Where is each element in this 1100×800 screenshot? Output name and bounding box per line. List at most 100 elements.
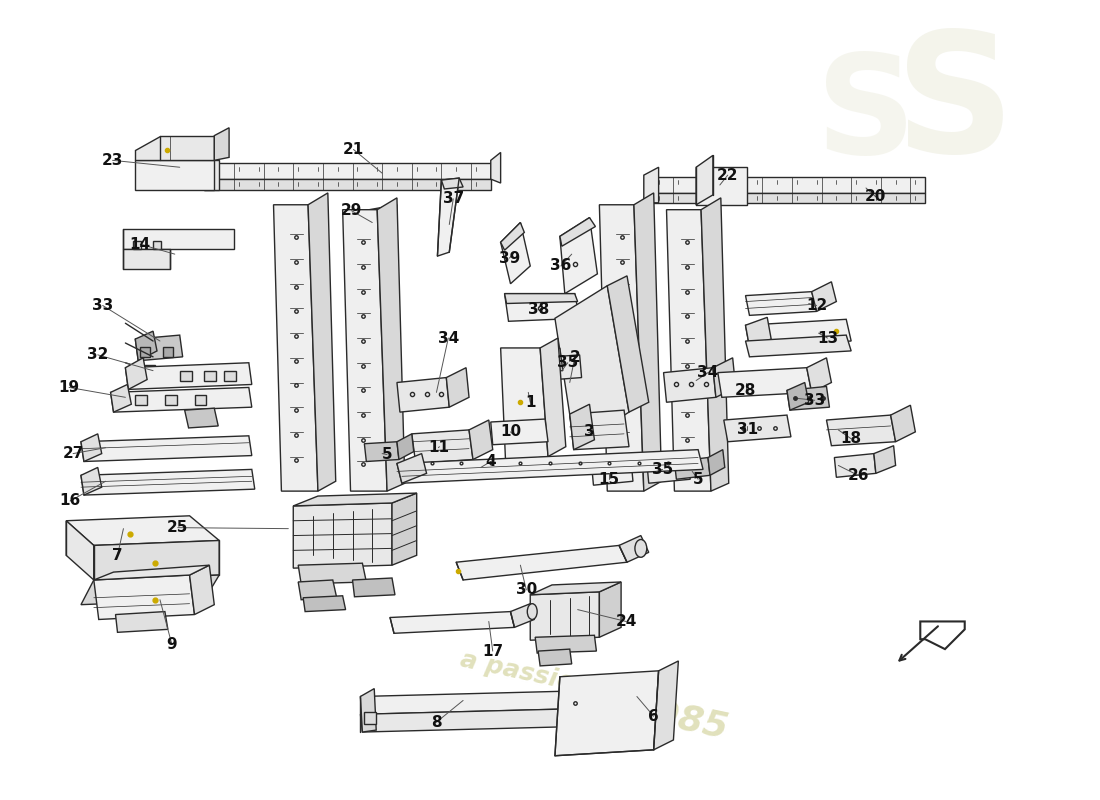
Polygon shape — [205, 179, 491, 190]
Text: 34: 34 — [438, 330, 459, 346]
Polygon shape — [185, 408, 218, 428]
Polygon shape — [469, 420, 493, 459]
Text: 11: 11 — [428, 440, 449, 455]
Polygon shape — [505, 294, 578, 303]
Polygon shape — [361, 689, 376, 732]
Polygon shape — [411, 430, 473, 463]
Polygon shape — [438, 178, 459, 256]
Polygon shape — [696, 155, 713, 205]
Polygon shape — [634, 193, 661, 491]
Text: 25: 25 — [167, 520, 188, 535]
Bar — [135, 395, 147, 406]
Polygon shape — [361, 708, 592, 732]
Polygon shape — [364, 442, 399, 462]
Text: 20: 20 — [866, 190, 887, 204]
Text: 6: 6 — [648, 709, 659, 724]
Bar — [364, 712, 376, 724]
Polygon shape — [560, 218, 595, 246]
Text: 33: 33 — [92, 298, 113, 313]
Text: 2: 2 — [570, 350, 580, 366]
Polygon shape — [81, 467, 101, 495]
Text: 17: 17 — [482, 643, 504, 658]
Polygon shape — [135, 160, 214, 190]
Polygon shape — [205, 163, 491, 179]
Polygon shape — [294, 493, 417, 506]
Text: 5: 5 — [693, 472, 703, 486]
Polygon shape — [390, 611, 515, 634]
Polygon shape — [713, 358, 736, 398]
Text: 26: 26 — [847, 468, 869, 483]
Text: S: S — [816, 48, 916, 183]
Bar — [205, 370, 217, 381]
Polygon shape — [806, 358, 832, 392]
Text: 23: 23 — [102, 153, 123, 168]
Polygon shape — [135, 335, 183, 361]
Text: 15: 15 — [598, 472, 619, 486]
Text: 22: 22 — [717, 168, 738, 182]
Text: 12: 12 — [806, 298, 827, 313]
Text: 16: 16 — [59, 494, 80, 509]
Polygon shape — [644, 193, 925, 202]
Polygon shape — [530, 582, 621, 594]
Polygon shape — [111, 385, 131, 412]
Polygon shape — [607, 276, 649, 412]
Polygon shape — [873, 446, 895, 474]
Polygon shape — [570, 410, 629, 450]
Polygon shape — [746, 318, 771, 347]
Bar — [163, 347, 173, 357]
Polygon shape — [538, 649, 572, 666]
Polygon shape — [397, 378, 449, 412]
Polygon shape — [835, 454, 876, 478]
Polygon shape — [397, 434, 414, 459]
Ellipse shape — [635, 539, 647, 558]
Text: 10: 10 — [499, 424, 521, 439]
Bar — [165, 395, 177, 406]
Polygon shape — [644, 177, 925, 193]
Text: S: S — [894, 25, 1015, 187]
Text: 24: 24 — [615, 614, 637, 629]
Polygon shape — [891, 406, 915, 442]
Polygon shape — [540, 348, 563, 370]
Text: 21: 21 — [343, 142, 364, 157]
Polygon shape — [66, 516, 219, 546]
Polygon shape — [491, 153, 501, 183]
Text: 39: 39 — [499, 250, 520, 266]
Polygon shape — [81, 436, 252, 462]
Text: 1985: 1985 — [626, 691, 732, 746]
Polygon shape — [116, 611, 168, 632]
Text: 32: 32 — [87, 347, 109, 362]
Polygon shape — [352, 578, 395, 597]
Text: 29: 29 — [341, 203, 362, 218]
Polygon shape — [724, 415, 791, 442]
Polygon shape — [135, 136, 214, 160]
Polygon shape — [397, 450, 703, 483]
Text: 14: 14 — [130, 237, 151, 252]
Bar — [133, 242, 141, 249]
Text: 38: 38 — [528, 302, 549, 317]
Bar — [179, 370, 191, 381]
Polygon shape — [377, 198, 405, 491]
Text: 13: 13 — [817, 330, 838, 346]
Polygon shape — [352, 205, 397, 222]
Polygon shape — [536, 635, 596, 653]
Text: 18: 18 — [840, 431, 861, 446]
Polygon shape — [701, 198, 728, 491]
Polygon shape — [619, 535, 649, 562]
Polygon shape — [786, 386, 829, 410]
Text: 34: 34 — [697, 365, 718, 380]
Text: 4: 4 — [485, 454, 496, 469]
Bar — [145, 365, 155, 374]
Polygon shape — [718, 368, 812, 398]
Text: 5: 5 — [382, 447, 393, 462]
Bar — [140, 347, 150, 357]
Polygon shape — [123, 249, 169, 269]
Polygon shape — [189, 565, 214, 614]
Text: 8: 8 — [431, 714, 442, 730]
Text: 33: 33 — [804, 393, 825, 408]
Polygon shape — [674, 458, 710, 479]
Text: a passion for: a passion for — [458, 648, 642, 710]
Polygon shape — [81, 470, 255, 495]
Text: 37: 37 — [442, 191, 464, 206]
Polygon shape — [653, 661, 679, 750]
Polygon shape — [500, 348, 548, 462]
